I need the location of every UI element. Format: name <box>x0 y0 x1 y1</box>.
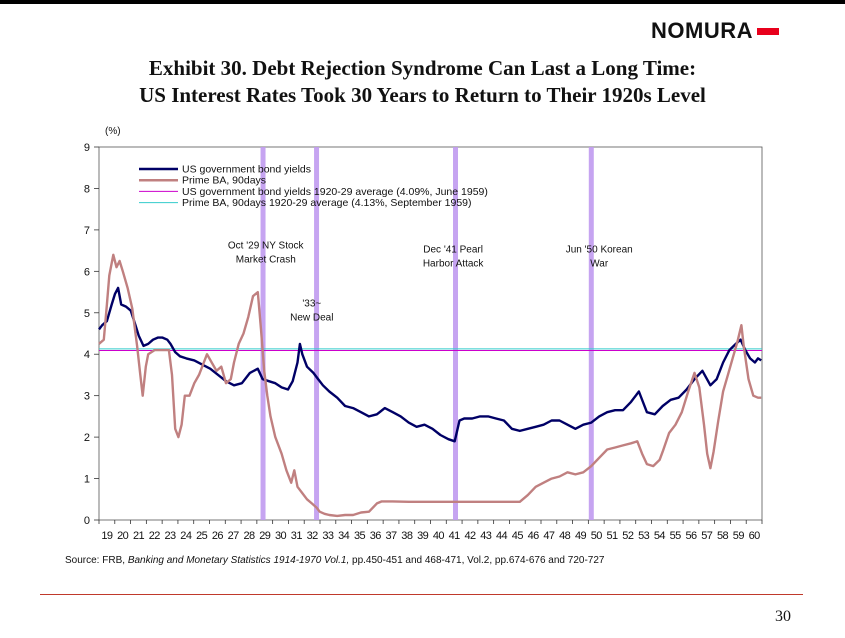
x-tick-label: 48 <box>559 530 571 542</box>
x-tick-label: 28 <box>243 530 255 542</box>
legend-prime-ba-average-label: Prime BA, 90days 1920-29 average (4.13%,… <box>182 197 472 209</box>
x-tick-label: 55 <box>670 530 682 542</box>
footer-rule <box>40 594 803 595</box>
y-tick-label: 5 <box>84 308 90 320</box>
x-tick-label: 51 <box>607 530 619 542</box>
x-tick-label: 33 <box>322 530 334 542</box>
x-tick-label: 46 <box>528 530 540 542</box>
brand-name: NOMURA <box>651 18 753 43</box>
annotation-line: War <box>590 259 609 270</box>
nomura-logo: NOMURA <box>651 20 779 42</box>
x-tick-label: 57 <box>701 530 713 542</box>
x-tick-label: 20 <box>117 530 129 542</box>
x-tick-label: 43 <box>480 530 492 542</box>
legend-bond-average-label: US government bond yields 1920-29 averag… <box>182 186 488 198</box>
annotation-line: New Deal <box>290 313 333 324</box>
x-tick-label: 59 <box>733 530 745 542</box>
x-tick-label: 22 <box>149 530 161 542</box>
x-tick-label: 58 <box>717 530 729 542</box>
y-axis-label: (%) <box>105 126 121 137</box>
brand-accent-bar <box>757 27 779 35</box>
annotation-new-deal: '33~ New Deal <box>290 299 333 324</box>
x-tick-label: 49 <box>575 530 587 542</box>
title-line-2: US Interest Rates Took 30 Years to Retur… <box>139 83 706 107</box>
title-line-1: Exhibit 30. Debt Rejection Syndrome Can … <box>148 56 697 80</box>
x-tick-label: 45 <box>512 530 524 542</box>
y-tick-label: 8 <box>84 183 90 195</box>
x-tick-label: 30 <box>275 530 287 542</box>
top-border <box>0 0 845 4</box>
legend-prime-ba-label: Prime BA, 90days <box>182 175 266 187</box>
x-tick-label: 40 <box>433 530 445 542</box>
page-number: 30 <box>775 608 791 625</box>
x-tick-label: 25 <box>196 530 208 542</box>
exhibit-title: Exhibit 30. Debt Rejection Syndrome Can … <box>0 55 845 109</box>
annotation-pearl-harbor: Dec '41 Pearl Harbor Attack <box>423 245 485 270</box>
x-tick-label: 60 <box>749 530 761 542</box>
annotation-line: Oct '29 NY Stock <box>228 241 305 252</box>
x-tick-label: 32 <box>307 530 319 542</box>
annotation-line: Market Crash <box>236 255 296 266</box>
x-tick-label: 37 <box>386 530 398 542</box>
annotation-line: Harbor Attack <box>423 259 485 270</box>
y-tick-label: 9 <box>84 142 90 154</box>
legend-bond-yields-label: US government bond yields <box>182 164 311 176</box>
x-tick-label: 44 <box>496 530 508 542</box>
source-note: Source: FRB, Banking and Monetary Statis… <box>65 555 604 566</box>
y-tick-label: 3 <box>84 391 90 403</box>
x-tick-label: 24 <box>180 530 192 542</box>
annotation-1929-crash: Oct '29 NY Stock Market Crash <box>228 241 305 266</box>
x-tick-label: 26 <box>212 530 224 542</box>
x-tick-label: 50 <box>591 530 603 542</box>
x-tick-label: 47 <box>543 530 555 542</box>
x-tick-label: 38 <box>401 530 413 542</box>
annotation-line: Jun '50 Korean <box>566 245 633 256</box>
bond-yield-line <box>98 286 762 443</box>
annotation-line: '33~ <box>302 299 321 310</box>
x-tick-label: 39 <box>417 530 429 542</box>
x-tick-label: 42 <box>464 530 476 542</box>
y-tick-label: 4 <box>84 349 90 361</box>
x-tick-label: 27 <box>228 530 240 542</box>
x-tick-label: 19 <box>101 530 113 542</box>
source-pages: pp.450-451 and 468-471, Vol.2, pp.674-67… <box>349 555 605 566</box>
x-tick-label: 23 <box>165 530 177 542</box>
prime-ba-line <box>98 253 762 518</box>
x-tick-label: 53 <box>638 530 650 542</box>
x-tick-label: 54 <box>654 530 666 542</box>
x-tick-label: 29 <box>259 530 271 542</box>
y-tick-label: 2 <box>84 432 90 444</box>
x-tick-label: 34 <box>338 530 350 542</box>
source-title: Banking and Monetary Statistics 1914-197… <box>127 555 350 566</box>
annotation-korean-war: Jun '50 Korean War <box>566 245 633 270</box>
y-tick-label: 7 <box>84 225 90 237</box>
x-tick-label: 35 <box>354 530 366 542</box>
x-tick-label: 36 <box>370 530 382 542</box>
x-tick-label: 21 <box>133 530 145 542</box>
y-tick-label: 1 <box>84 474 90 486</box>
x-tick-label: 41 <box>449 530 461 542</box>
y-tick-label: 6 <box>84 266 90 278</box>
annotation-line: Dec '41 Pearl <box>423 245 483 256</box>
x-tick-label: 52 <box>622 530 634 542</box>
x-tick-label: 31 <box>291 530 303 542</box>
x-tick-label: 56 <box>685 530 697 542</box>
source-prefix: Source: FRB, <box>65 555 128 566</box>
y-tick-label: 0 <box>84 515 90 527</box>
